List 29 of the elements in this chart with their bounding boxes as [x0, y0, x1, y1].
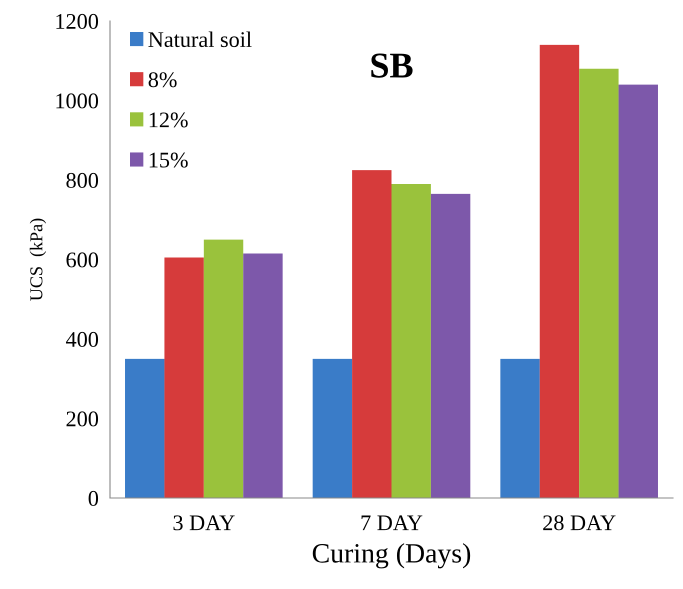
- x-tick-label: 28 DAY: [543, 515, 616, 530]
- y-axis-title: UCS (kPa): [30, 218, 46, 301]
- y-tick-label: 400: [66, 332, 98, 347]
- x-tick-label: 3 DAY: [174, 515, 235, 530]
- bar: [352, 170, 392, 498]
- y-tick-label: 1000: [56, 93, 98, 108]
- legend-label: 8%: [148, 72, 177, 88]
- bar: [579, 68, 619, 498]
- bar: [204, 240, 244, 498]
- bar: [392, 184, 431, 498]
- bar: [540, 44, 580, 498]
- legend-label: Natural soil: [148, 31, 252, 48]
- legend-label: 12%: [150, 112, 188, 128]
- y-tick-label: 800: [66, 172, 98, 188]
- bar: [243, 254, 283, 498]
- legend-label: 15%: [150, 152, 188, 168]
- y-tick-label: 600: [66, 252, 98, 268]
- bar: [430, 194, 470, 498]
- y-tick-label: 0: [88, 490, 98, 506]
- y-tick-label: 1200: [56, 14, 98, 29]
- y-tick-label: 200: [66, 411, 98, 426]
- x-tick-label: 7 DAY: [362, 515, 422, 530]
- bar: [125, 358, 164, 498]
- text: SB: [371, 53, 413, 78]
- bar: [164, 258, 204, 498]
- bar: [500, 358, 540, 498]
- bar: [312, 358, 352, 498]
- x-axis-title: Curing (Days): [312, 543, 470, 568]
- bar: [618, 84, 658, 498]
